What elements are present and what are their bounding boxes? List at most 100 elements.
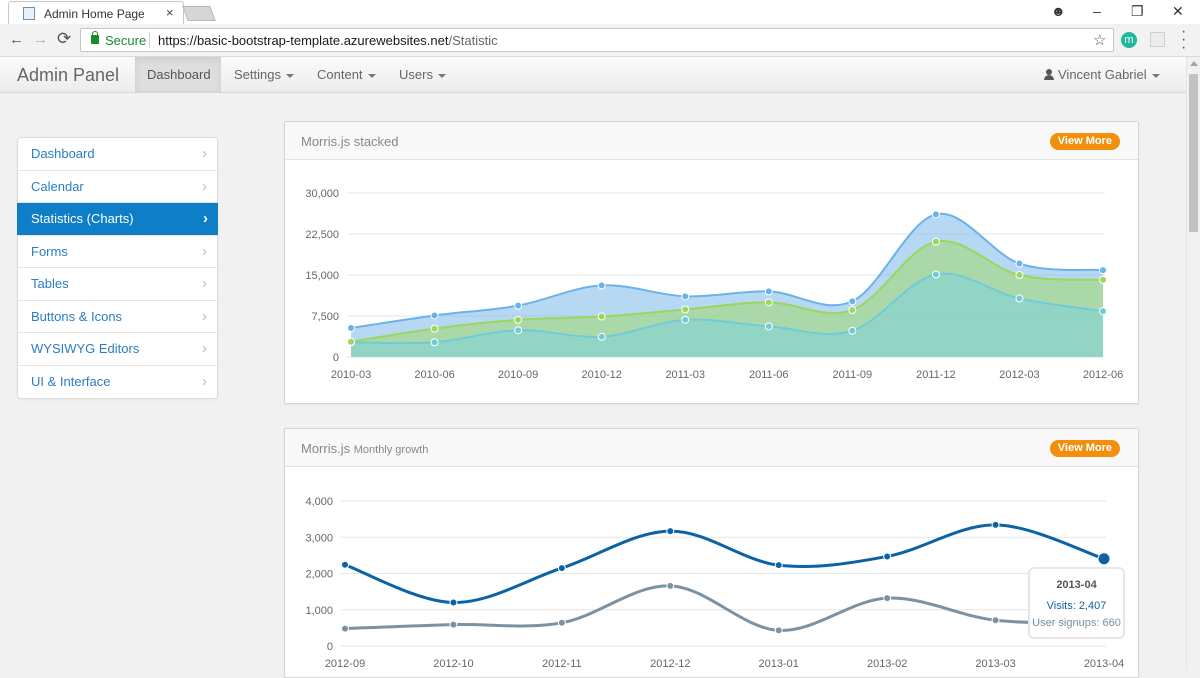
data-point <box>341 560 349 569</box>
data-point <box>931 237 940 246</box>
caret-down-icon <box>285 73 294 78</box>
x-tick-label: 2012-03 <box>999 369 1039 381</box>
data-point <box>557 564 566 573</box>
caret-down-icon <box>1151 73 1160 78</box>
x-tick-label: 2013-02 <box>867 658 907 670</box>
data-point <box>1015 271 1024 279</box>
back-arrow-icon[interactable]: ← <box>9 31 24 48</box>
data-point <box>597 281 606 290</box>
x-tick-label: 2011-12 <box>916 369 956 381</box>
area-line <box>350 239 1104 343</box>
area-line <box>350 212 1104 330</box>
nav-settings-label: Settings <box>234 67 281 82</box>
sidebar-item-forms[interactable]: Forms › <box>18 236 217 268</box>
y-tick-label: 1,000 <box>305 605 333 617</box>
nav-dashboard[interactable]: Dashboard <box>135 57 221 92</box>
restore-icon[interactable]: ❐ <box>1131 3 1144 19</box>
x-tick-label: 2011-09 <box>833 369 873 381</box>
data-point <box>848 326 857 335</box>
page-scrollbar[interactable] <box>1186 57 1200 670</box>
sidebar-item-label: UI & Interface <box>31 373 111 389</box>
x-tick-label: 2010-06 <box>414 369 454 381</box>
url-path: /Statistic <box>448 33 498 48</box>
y-tick-label: 22,500 <box>305 229 339 241</box>
x-tick-label: 2011-03 <box>665 369 705 381</box>
sidebar-item-statistics[interactable]: Statistics (Charts) › <box>17 203 218 236</box>
window-close-icon[interactable]: ✕ <box>1172 3 1184 19</box>
view-more-button[interactable]: View More <box>1049 440 1120 457</box>
scrollbar-thumb[interactable] <box>1189 74 1198 232</box>
view-more-button[interactable]: View More <box>1049 133 1120 150</box>
sidebar-item-label: Forms <box>31 243 68 259</box>
data-point <box>1099 266 1107 275</box>
y-tick-label: 0 <box>327 641 333 653</box>
chevron-right-icon: › <box>202 340 207 357</box>
panel-title-main: Morris.js <box>301 441 351 456</box>
x-tick-label: 2012-12 <box>650 658 690 670</box>
secure-label: Secure <box>105 33 147 48</box>
data-point <box>1099 307 1107 316</box>
data-point <box>931 210 940 219</box>
browser-tab[interactable]: Admin Home Page × <box>8 1 184 24</box>
data-point <box>514 326 523 335</box>
series-line <box>344 523 1105 605</box>
nav-users-label: Users <box>399 67 433 82</box>
extension-m-icon[interactable]: m <box>1121 32 1137 48</box>
x-tick-label: 2010-12 <box>581 369 621 381</box>
nav-content[interactable]: Content <box>305 57 388 92</box>
extension-icon[interactable] <box>1150 32 1165 47</box>
data-point <box>1015 259 1024 268</box>
sidebar-item-tables[interactable]: Tables › <box>18 268 217 301</box>
data-point <box>764 287 773 296</box>
caret-down-icon <box>437 73 446 78</box>
sidebar-item-ui-interface[interactable]: UI & Interface › <box>18 366 217 399</box>
data-point <box>341 624 349 633</box>
sidebar-item-wysiwyg[interactable]: WYSIWYG Editors › <box>18 333 217 366</box>
brand-title[interactable]: Admin Panel <box>17 65 120 85</box>
top-navbar: Admin Panel Dashboard Settings Content U… <box>0 57 1186 93</box>
data-point <box>449 598 458 607</box>
sidebar-item-label: Statistics (Charts) <box>31 211 134 226</box>
forward-arrow-icon[interactable]: → <box>33 31 48 48</box>
data-point <box>666 581 675 590</box>
data-point <box>1097 552 1111 566</box>
tooltip-signups: User signups: 660 <box>1032 617 1121 629</box>
data-point <box>430 311 439 320</box>
nav-users[interactable]: Users <box>387 57 458 92</box>
data-point <box>681 292 690 301</box>
panel-growth-chart: Morris.js Monthly growth View More 0 1,00… <box>284 428 1139 678</box>
panel-title: Morris.js Monthly growth <box>301 441 428 456</box>
sidebar-item-label: Calendar <box>31 178 84 194</box>
reload-icon[interactable]: ⟳ <box>57 29 72 48</box>
x-tick-label: 2013-03 <box>975 658 1015 670</box>
sidebar-item-calendar[interactable]: Calendar › <box>18 171 217 203</box>
y-tick-label: 30,000 <box>305 188 339 200</box>
data-point <box>774 626 783 635</box>
user-menu[interactable]: Vincent Gabriel <box>1032 57 1172 92</box>
browser-menu-icon[interactable]: · · · <box>1181 23 1187 56</box>
panel-title-sub: Monthly growth <box>353 444 429 456</box>
tab-close-icon[interactable]: × <box>166 5 174 20</box>
data-point <box>666 527 675 536</box>
bookmark-star-icon[interactable]: ☆ <box>1093 32 1107 49</box>
chevron-right-icon: › <box>202 177 207 195</box>
data-point <box>848 297 857 306</box>
sidebar-item-buttons-icons[interactable]: Buttons & Icons › <box>18 301 217 333</box>
data-point <box>557 618 566 627</box>
sidebar-item-dashboard[interactable]: Dashboard › <box>18 138 217 171</box>
sidebar-item-label: Tables <box>31 276 69 291</box>
data-point <box>931 270 940 279</box>
nav-settings[interactable]: Settings <box>222 57 306 92</box>
y-tick-label: 2,000 <box>305 569 333 581</box>
new-tab-button[interactable] <box>182 6 216 21</box>
address-divider <box>149 32 150 48</box>
scroll-up-arrow-icon[interactable] <box>1190 61 1198 66</box>
sidebar-nav: Dashboard › Calendar › Statistics (Chart… <box>17 137 218 399</box>
data-point <box>991 520 1000 529</box>
profile-icon[interactable]: ☻ <box>1051 3 1066 19</box>
data-point <box>430 324 439 333</box>
address-bar[interactable]: Secure https://basic-bootstrap-template.… <box>80 28 1114 52</box>
data-point <box>991 616 1000 625</box>
user-icon <box>1044 69 1054 80</box>
minimize-icon[interactable]: – <box>1093 3 1101 19</box>
